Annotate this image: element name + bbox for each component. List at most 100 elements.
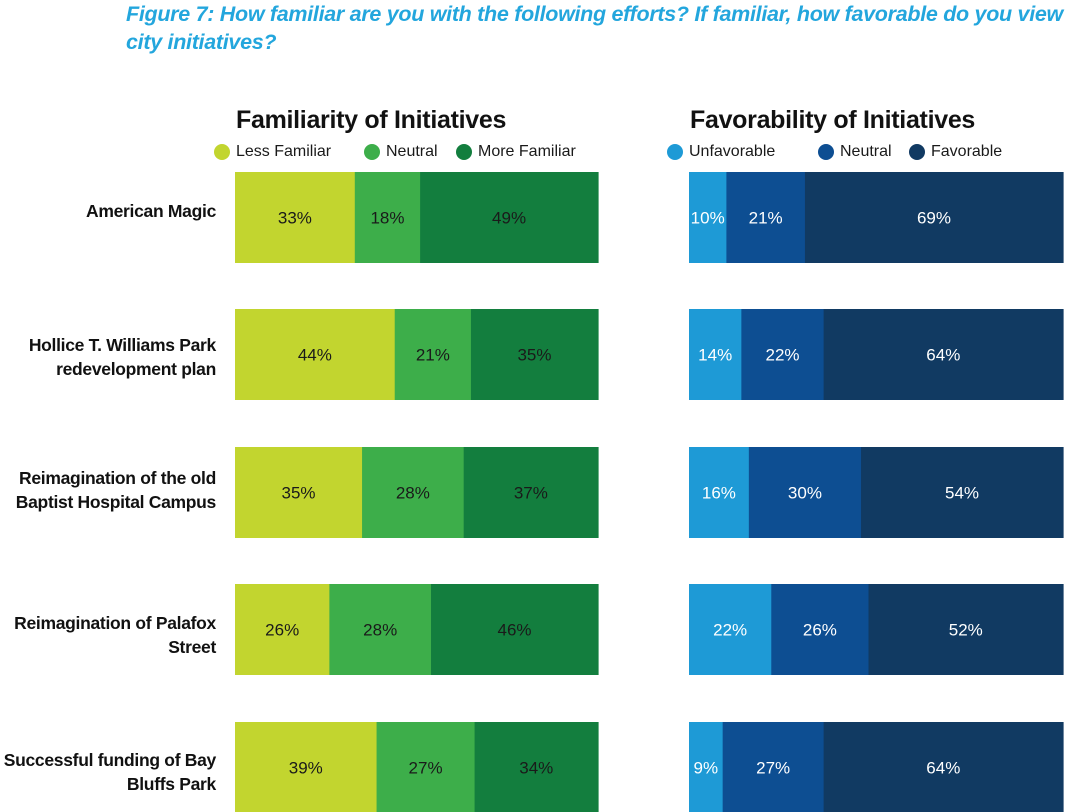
favorability-data-label: 14% [698, 346, 732, 365]
legend-item-less-familiar: Less Familiar [214, 143, 331, 161]
familiarity-bar-segment [362, 447, 465, 538]
row-label-line: Reimagination of Palafox [14, 613, 216, 633]
familiarity-chart-title: Familiarity of Initiatives [236, 106, 507, 134]
favorability-bar-segment [868, 584, 1064, 675]
familiarity-data-label: 37% [514, 484, 548, 503]
familiarity-data-label: 49% [492, 209, 526, 228]
familiarity-bar-segment [354, 172, 421, 263]
favorability-data-label: 21% [749, 209, 783, 228]
familiarity-data-label: 21% [416, 346, 450, 365]
row-label-bay-bluffs-park: Successful funding of Bay Bluffs Park [0, 748, 217, 796]
familiarity-data-label: 28% [396, 484, 430, 503]
familiarity-bar-segment [394, 309, 472, 400]
favorability-data-label: 9% [694, 759, 719, 778]
row-label-baptist-hospital: Reimagination of the old Baptist Hospita… [0, 466, 217, 514]
favorability-data-label: 10% [691, 209, 725, 228]
neutral-swatch-icon [818, 144, 834, 160]
more-familiar-swatch-icon [456, 144, 472, 160]
favorability-bar-segment [689, 584, 772, 675]
familiarity-data-label: 27% [409, 759, 443, 778]
row-label-line: Baptist Hospital Campus [15, 492, 217, 512]
familiarity-legend: Less Familiar Neutral More Familiar [214, 143, 594, 163]
favorability-bar-segment [823, 309, 1064, 400]
legend-item-more-familiar: More Familiar [456, 143, 576, 161]
familiarity-bar-segment [235, 172, 356, 263]
favorability-bar-segment [823, 722, 1064, 812]
favorability-data-label: 22% [713, 621, 747, 640]
legend-item-unfavorable: Unfavorable [667, 143, 775, 161]
familiarity-bar-segment [474, 722, 599, 812]
row-label-line: Successful funding of Bay [3, 750, 217, 770]
favorability-bar-segment [726, 172, 806, 263]
row-label-line: Hollice T. Williams Park [28, 335, 216, 355]
favorability-bar-segment [771, 584, 870, 675]
legend-label: Less Familiar [236, 143, 332, 160]
familiarity-data-label: 34% [519, 759, 553, 778]
favorable-swatch-icon [909, 144, 925, 160]
unfavorable-swatch-icon [667, 144, 683, 160]
favorability-data-label: 52% [949, 621, 983, 640]
row-label-line: Bluffs Park [126, 774, 216, 794]
favorability-bar-segment [689, 309, 742, 400]
familiarity-bar-segment [235, 447, 363, 538]
familiarity-data-label: 18% [370, 209, 404, 228]
row-label-palafox-street: Reimagination of Palafox Street [0, 611, 216, 659]
favorability-legend: Unfavorable Neutral Favorable [667, 143, 1047, 163]
favorability-data-label: 64% [926, 346, 960, 365]
familiarity-bar-segment [463, 447, 599, 538]
familiarity-data-label: 35% [517, 346, 551, 365]
favorability-data-label: 26% [803, 621, 837, 640]
favorability-bar-segment [689, 722, 724, 812]
familiarity-bar-segment [470, 309, 599, 400]
row-label-line: American Magic [85, 201, 216, 221]
favorability-data-label: 16% [702, 484, 736, 503]
favorability-data-label: 27% [756, 759, 790, 778]
favorability-bar-segment [804, 172, 1064, 263]
familiarity-bar-segment [235, 584, 330, 675]
familiarity-bar-segment [420, 172, 599, 263]
favorability-bar-segment [689, 172, 727, 263]
legend-label: Unfavorable [689, 143, 776, 160]
favorability-bar-segment [689, 447, 750, 538]
row-label-line: Street [168, 637, 216, 657]
favorability-data-label: 64% [926, 759, 960, 778]
familiarity-data-label: 26% [265, 621, 299, 640]
favorability-data-label: 54% [945, 484, 979, 503]
legend-item-favorable: Favorable [909, 143, 1002, 161]
neutral-swatch-icon [364, 144, 380, 160]
figure-title: Figure 7: How familiar are you with the … [126, 2, 1063, 54]
row-label-line: redevelopment plan [56, 359, 216, 379]
favorability-chart-title: Favorability of Initiatives [690, 106, 976, 134]
familiarity-data-label: 28% [363, 621, 397, 640]
favorability-data-label: 69% [917, 209, 951, 228]
favorability-bars: 10% 21% 69% 14% 22% 64% 16% 30% 54% 22% 26% 52% 9% 27… [689, 172, 1064, 812]
familiarity-data-label: 33% [278, 209, 312, 228]
familiarity-data-label: 35% [282, 484, 316, 503]
row-label-american-magic: American Magic [0, 199, 216, 223]
familiarity-bar-segment [235, 722, 378, 812]
familiarity-bar-segment [329, 584, 432, 675]
familiarity-data-label: 46% [497, 621, 531, 640]
familiarity-data-label: 44% [298, 346, 332, 365]
less-familiar-swatch-icon [214, 144, 230, 160]
favorability-bar-segment [722, 722, 825, 812]
favorability-bar-segment [861, 447, 1064, 538]
legend-label: More Familiar [478, 143, 576, 160]
legend-label: Favorable [931, 143, 1003, 160]
legend-label: Neutral [386, 143, 438, 160]
familiarity-bars: 33% 18% 49% 44% 21% 35% 35% 28% 37% 26% 28% 46% 39% 2… [235, 172, 599, 812]
favorability-bar-segment [741, 309, 825, 400]
favorability-data-label: 22% [765, 346, 799, 365]
familiarity-bar-segment [235, 309, 396, 400]
legend-item-neutral: Neutral [818, 143, 892, 161]
legend-label: Neutral [840, 143, 892, 160]
familiarity-data-label: 39% [289, 759, 323, 778]
favorability-data-label: 30% [788, 484, 822, 503]
favorability-bar-segment [748, 447, 862, 538]
familiarity-bar-segment [376, 722, 476, 812]
legend-item-neutral: Neutral [364, 143, 438, 161]
row-label-hollice-williams-park: Hollice T. Williams Park redevelopment p… [0, 333, 216, 381]
row-label-line: Reimagination of the old [19, 468, 216, 488]
familiarity-bar-segment [431, 584, 599, 675]
